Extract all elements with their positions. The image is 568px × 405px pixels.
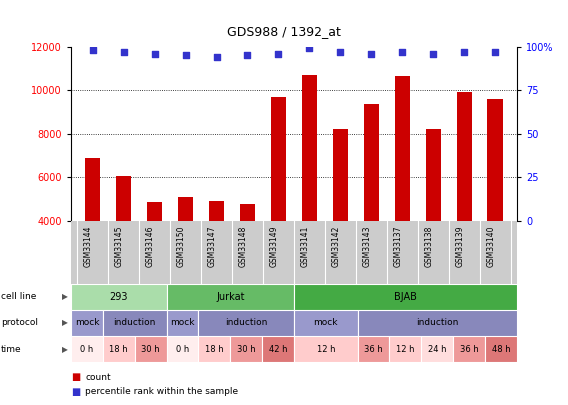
Text: mock: mock: [74, 318, 99, 328]
Bar: [262, 336, 294, 362]
Bar: [271, 97, 286, 308]
Text: 0 h: 0 h: [176, 345, 189, 354]
Text: induction: induction: [225, 318, 268, 328]
Text: GSM33140: GSM33140: [486, 226, 495, 267]
Text: 12 h: 12 h: [396, 345, 415, 354]
Text: BJAB: BJAB: [394, 292, 417, 302]
Bar: [333, 129, 348, 308]
Text: 30 h: 30 h: [141, 345, 160, 354]
Bar: [71, 336, 103, 362]
Bar: [485, 336, 517, 362]
Bar: [209, 201, 224, 308]
Text: GSM33137: GSM33137: [393, 226, 402, 267]
Bar: [116, 176, 131, 308]
Bar: [364, 104, 379, 308]
Point: [212, 54, 221, 60]
Bar: [395, 76, 410, 308]
Point: [398, 49, 407, 55]
Bar: [425, 129, 441, 308]
Point: [305, 45, 314, 51]
Point: [274, 50, 283, 57]
Bar: [294, 284, 517, 310]
Point: [150, 50, 159, 57]
Text: induction: induction: [416, 318, 458, 328]
Point: [336, 49, 345, 55]
Text: time: time: [1, 345, 22, 354]
Text: induction: induction: [114, 318, 156, 328]
Text: mock: mock: [170, 318, 195, 328]
Bar: [103, 336, 135, 362]
Bar: [71, 310, 103, 336]
Bar: [166, 284, 294, 310]
Text: ▶: ▶: [62, 345, 68, 354]
Text: 18 h: 18 h: [110, 345, 128, 354]
Text: protocol: protocol: [1, 318, 38, 328]
Bar: [198, 336, 230, 362]
Text: ■: ■: [71, 372, 80, 382]
Text: 24 h: 24 h: [428, 345, 446, 354]
Bar: [294, 336, 358, 362]
Text: GSM33148: GSM33148: [239, 226, 248, 267]
Text: cell line: cell line: [1, 292, 36, 301]
Text: percentile rank within the sample: percentile rank within the sample: [85, 387, 239, 396]
Text: 42 h: 42 h: [269, 345, 287, 354]
Text: GSM33138: GSM33138: [424, 226, 433, 267]
Bar: [166, 336, 198, 362]
Point: [88, 47, 97, 53]
Text: Jurkat: Jurkat: [216, 292, 244, 302]
Point: [243, 52, 252, 59]
Bar: [85, 158, 101, 308]
Text: 0 h: 0 h: [80, 345, 94, 354]
Bar: [147, 202, 162, 308]
Bar: [198, 310, 294, 336]
Point: [181, 52, 190, 59]
Text: GSM33142: GSM33142: [331, 226, 340, 267]
Bar: [390, 336, 421, 362]
Text: GSM33146: GSM33146: [145, 226, 154, 267]
Text: GSM33144: GSM33144: [83, 226, 93, 267]
Point: [429, 50, 438, 57]
Text: 18 h: 18 h: [205, 345, 224, 354]
Text: GSM33141: GSM33141: [300, 226, 310, 267]
Text: 48 h: 48 h: [492, 345, 510, 354]
Text: GSM33145: GSM33145: [115, 226, 124, 267]
Bar: [294, 310, 358, 336]
Bar: [178, 197, 193, 308]
Text: mock: mock: [314, 318, 338, 328]
Text: ▶: ▶: [62, 318, 68, 328]
Bar: [240, 205, 255, 308]
Text: GSM33147: GSM33147: [207, 226, 216, 267]
Point: [367, 50, 376, 57]
Bar: [358, 310, 517, 336]
Text: count: count: [85, 373, 111, 382]
Text: GDS988 / 1392_at: GDS988 / 1392_at: [227, 26, 341, 38]
Bar: [135, 336, 166, 362]
Bar: [103, 310, 166, 336]
Text: ■: ■: [71, 387, 80, 397]
Text: GSM33149: GSM33149: [269, 226, 278, 267]
Bar: [71, 284, 166, 310]
Bar: [453, 336, 485, 362]
Text: GSM33143: GSM33143: [362, 226, 371, 267]
Text: 293: 293: [110, 292, 128, 302]
Bar: [302, 75, 317, 308]
Text: ▶: ▶: [62, 292, 68, 301]
Bar: [487, 99, 503, 308]
Text: 36 h: 36 h: [364, 345, 383, 354]
Point: [460, 49, 469, 55]
Text: GSM33139: GSM33139: [455, 226, 464, 267]
Text: 36 h: 36 h: [460, 345, 478, 354]
Text: GSM33150: GSM33150: [177, 226, 186, 267]
Bar: [421, 336, 453, 362]
Bar: [166, 310, 198, 336]
Point: [491, 49, 500, 55]
Text: 12 h: 12 h: [316, 345, 335, 354]
Bar: [358, 336, 390, 362]
Bar: [457, 92, 472, 308]
Text: 30 h: 30 h: [237, 345, 256, 354]
Bar: [230, 336, 262, 362]
Point: [119, 49, 128, 55]
